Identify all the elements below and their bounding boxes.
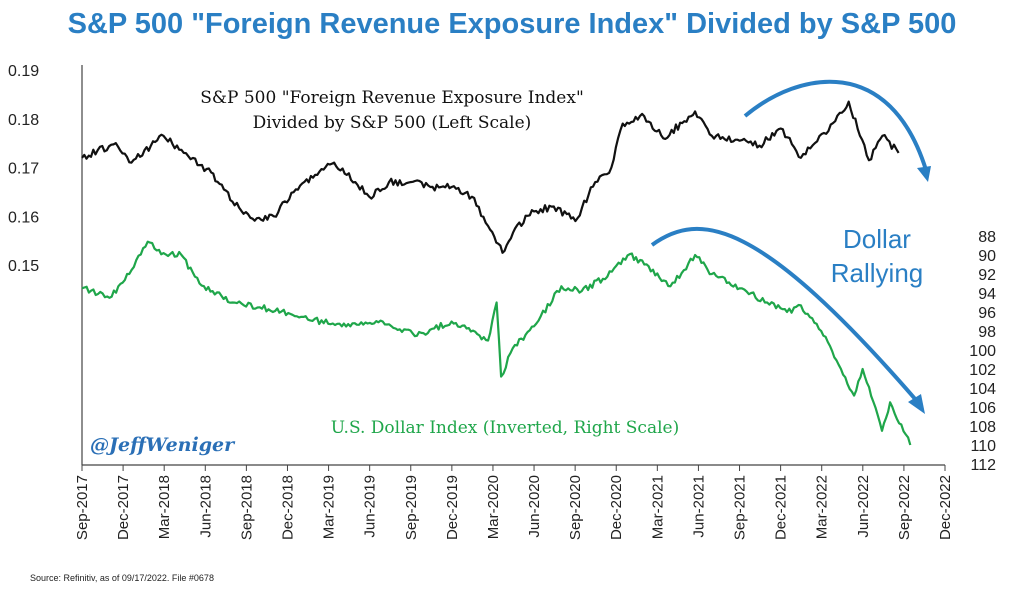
right-tick-label: 106 — [969, 400, 996, 417]
x-tick-label: Sep-2020 — [567, 475, 584, 540]
left-tick-label: 0.15 — [8, 258, 39, 275]
annotation-dollar-line-1: Dollar — [843, 224, 911, 254]
x-tick-label: Sep-2018 — [238, 475, 255, 540]
x-tick-label: Dec-2020 — [608, 475, 625, 540]
left-tick-label: 0.16 — [8, 209, 39, 226]
left-tick-label: 0.18 — [8, 112, 39, 129]
x-tick-label: Mar-2021 — [649, 475, 666, 539]
x-tick-label: Dec-2021 — [773, 475, 790, 540]
left-tick-label: 0.17 — [8, 161, 39, 178]
right-tick-label: 90 — [978, 248, 996, 265]
x-tick-label: Sep-2019 — [403, 475, 420, 540]
right-tick-label: 104 — [969, 381, 996, 398]
x-tick-label: Dec-2022 — [937, 475, 954, 540]
arrow-bottom — [650, 226, 918, 402]
left-tick-label: 0.19 — [8, 63, 39, 80]
arrow-top-head — [917, 166, 931, 182]
right-tick-label: 100 — [969, 343, 996, 360]
annotation-black-line-2: Divided by S&P 500 (Left Scale) — [253, 113, 532, 133]
x-tick-label: Dec-2019 — [444, 475, 461, 540]
right-tick-label: 98 — [978, 324, 996, 341]
x-tick-label: Sep-2022 — [896, 475, 913, 540]
right-tick-label: 96 — [978, 305, 996, 322]
x-tick-label: Jun-2021 — [690, 475, 707, 538]
x-tick-label: Dec-2017 — [115, 475, 132, 540]
arrow-bottom-head — [908, 394, 925, 414]
x-tick-label: Mar-2022 — [814, 475, 831, 539]
author-handle: @JeffWeniger — [90, 434, 236, 456]
right-tick-label: 110 — [970, 438, 996, 455]
left-axis-ticks: 0.19 0.18 0.17 0.16 0.15 — [8, 63, 39, 275]
right-axis-ticks: 88 90 92 94 96 98 100 102 104 106 108 110 112 — [969, 229, 996, 474]
right-tick-label: 88 — [978, 229, 996, 246]
right-tick-label: 94 — [978, 286, 996, 303]
source-note: Source: Refinitiv, as of 09/17/2022. Fil… — [30, 573, 214, 583]
annotation-dollar-line-2: Rallying — [831, 258, 924, 288]
chart-title: S&P 500 "Foreign Revenue Exposure Index"… — [68, 8, 957, 40]
right-tick-label: 112 — [970, 457, 996, 474]
right-tick-label: 102 — [969, 362, 996, 379]
series-line-foreign-revenue-ratio — [81, 100, 900, 254]
x-tick-label: Sep-2017 — [74, 475, 91, 540]
series-line-dollar-index-inverted — [81, 240, 912, 446]
x-axis-ticks: Sep-2017 Dec-2017 Mar-2018 Jun-2018 Sep-2018… — [74, 465, 954, 540]
x-tick-label: Sep-2021 — [732, 475, 749, 540]
x-tick-label: Mar-2020 — [485, 475, 502, 539]
annotation-dollar-index-label: U.S. Dollar Index (Inverted, Right Scale… — [331, 418, 679, 438]
x-tick-label: Jun-2018 — [197, 475, 214, 538]
x-tick-label: Mar-2018 — [156, 475, 173, 539]
annotation-black-line-1: S&P 500 "Foreign Revenue Exposure Index" — [200, 88, 584, 108]
arrow-top — [743, 79, 928, 171]
x-tick-label: Jun-2020 — [526, 475, 543, 538]
right-tick-label: 92 — [978, 267, 996, 284]
x-tick-label: Jun-2022 — [855, 475, 872, 538]
x-tick-label: Dec-2018 — [279, 475, 296, 540]
x-tick-label: Jun-2019 — [362, 475, 379, 538]
x-tick-label: Mar-2019 — [321, 475, 338, 539]
right-tick-label: 108 — [969, 419, 996, 436]
